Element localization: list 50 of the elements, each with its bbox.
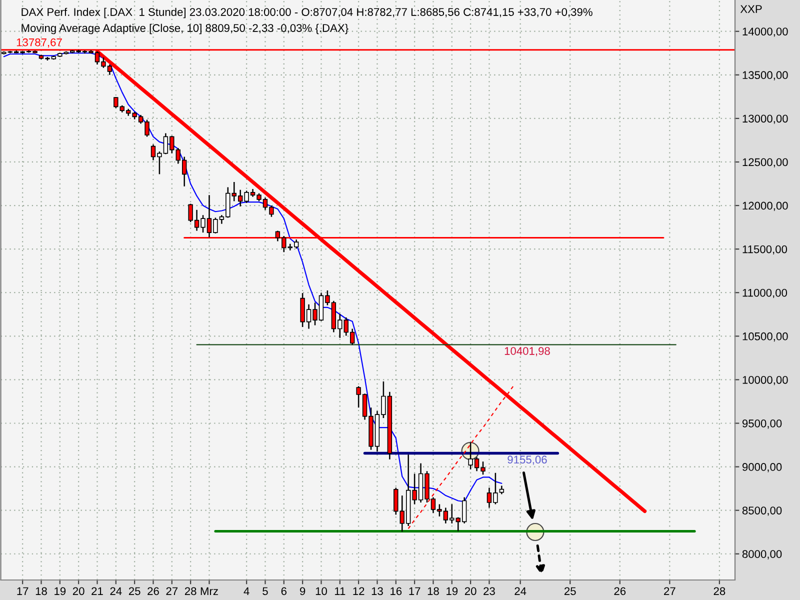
- x-tick-label: 26: [614, 587, 626, 596]
- y-tick-label: 10000,00: [742, 376, 788, 386]
- annotation: 10401,98: [504, 347, 550, 356]
- x-tick-label: 6: [281, 587, 287, 596]
- y-tick-label: 8000,00: [742, 550, 782, 560]
- y-tick-label: 12500,00: [742, 158, 788, 168]
- y-tick-label: 9500,00: [742, 420, 782, 429]
- x-tick-label: 12: [353, 587, 364, 595]
- x-tick-label: 4: [244, 587, 250, 595]
- x-tick-label: 24: [514, 587, 526, 595]
- x-tick-label: 18: [36, 587, 47, 596]
- x-tick-label: Mrz: [200, 587, 218, 595]
- y-tick-label: 13000,00: [742, 114, 788, 124]
- y-tick-label: 8500,00: [742, 506, 782, 516]
- x-tick-label: 13: [372, 587, 383, 596]
- x-tick-label: 19: [54, 587, 66, 596]
- y-tick-label: 11500,00: [742, 245, 788, 255]
- x-tick-label: 25: [128, 587, 140, 596]
- x-tick-label: 25: [564, 587, 576, 596]
- x-tick-label: 18: [428, 587, 439, 596]
- x-tick-label: 9: [300, 587, 306, 596]
- x-tick-label: 19: [446, 587, 458, 596]
- x-tick-label: 21: [92, 587, 103, 595]
- x-tick-label: 17: [17, 587, 28, 595]
- text: Moving Average Adaptive [Close, 10] 8809,50 -2,33 -0,03% {.DAX}: [22, 24, 348, 34]
- x-tick-label: 28: [184, 587, 196, 596]
- ref-line-label: 13787,67: [16, 38, 62, 48]
- x-tick-label: 27: [664, 587, 676, 595]
- x-tick-label: 16: [390, 587, 402, 596]
- y-tick-label: 13500,00: [742, 71, 788, 80]
- x-tick-label: 20: [464, 587, 476, 596]
- x-tick-label: 28: [714, 587, 726, 596]
- y-tick-label: 14000,00: [742, 28, 788, 37]
- y-tick-label: 9000,00: [742, 463, 782, 472]
- x-tick-label: 24: [110, 587, 122, 595]
- annotation: 9155,06: [508, 456, 547, 465]
- x-tick-label: 26: [148, 587, 159, 596]
- text: DAX Perf. Index [.DAX 1 Stunde] 23.03.2020 18:00:00 - O:8707,04 H:8782,77 L:8685,56 C:8741,15 +33,70 +0,39%: [22, 8, 592, 18]
- y-axis-title: XXP: [740, 5, 762, 13]
- x-tick-label: 23: [484, 587, 495, 596]
- y-tick-label: 10500,00: [742, 332, 788, 342]
- x-tick-label: 17: [409, 587, 420, 595]
- x-tick-label: 11: [334, 587, 346, 595]
- x-tick-label: 20: [72, 587, 84, 596]
- x-tick-label: 10: [316, 587, 327, 596]
- x-tick-label: 27: [166, 587, 178, 595]
- x-tick-label: 5: [262, 587, 268, 596]
- y-tick-label: 12000,00: [742, 202, 788, 211]
- y-tick-label: 11000,00: [742, 288, 788, 298]
- candlestick: [394, 487, 398, 516]
